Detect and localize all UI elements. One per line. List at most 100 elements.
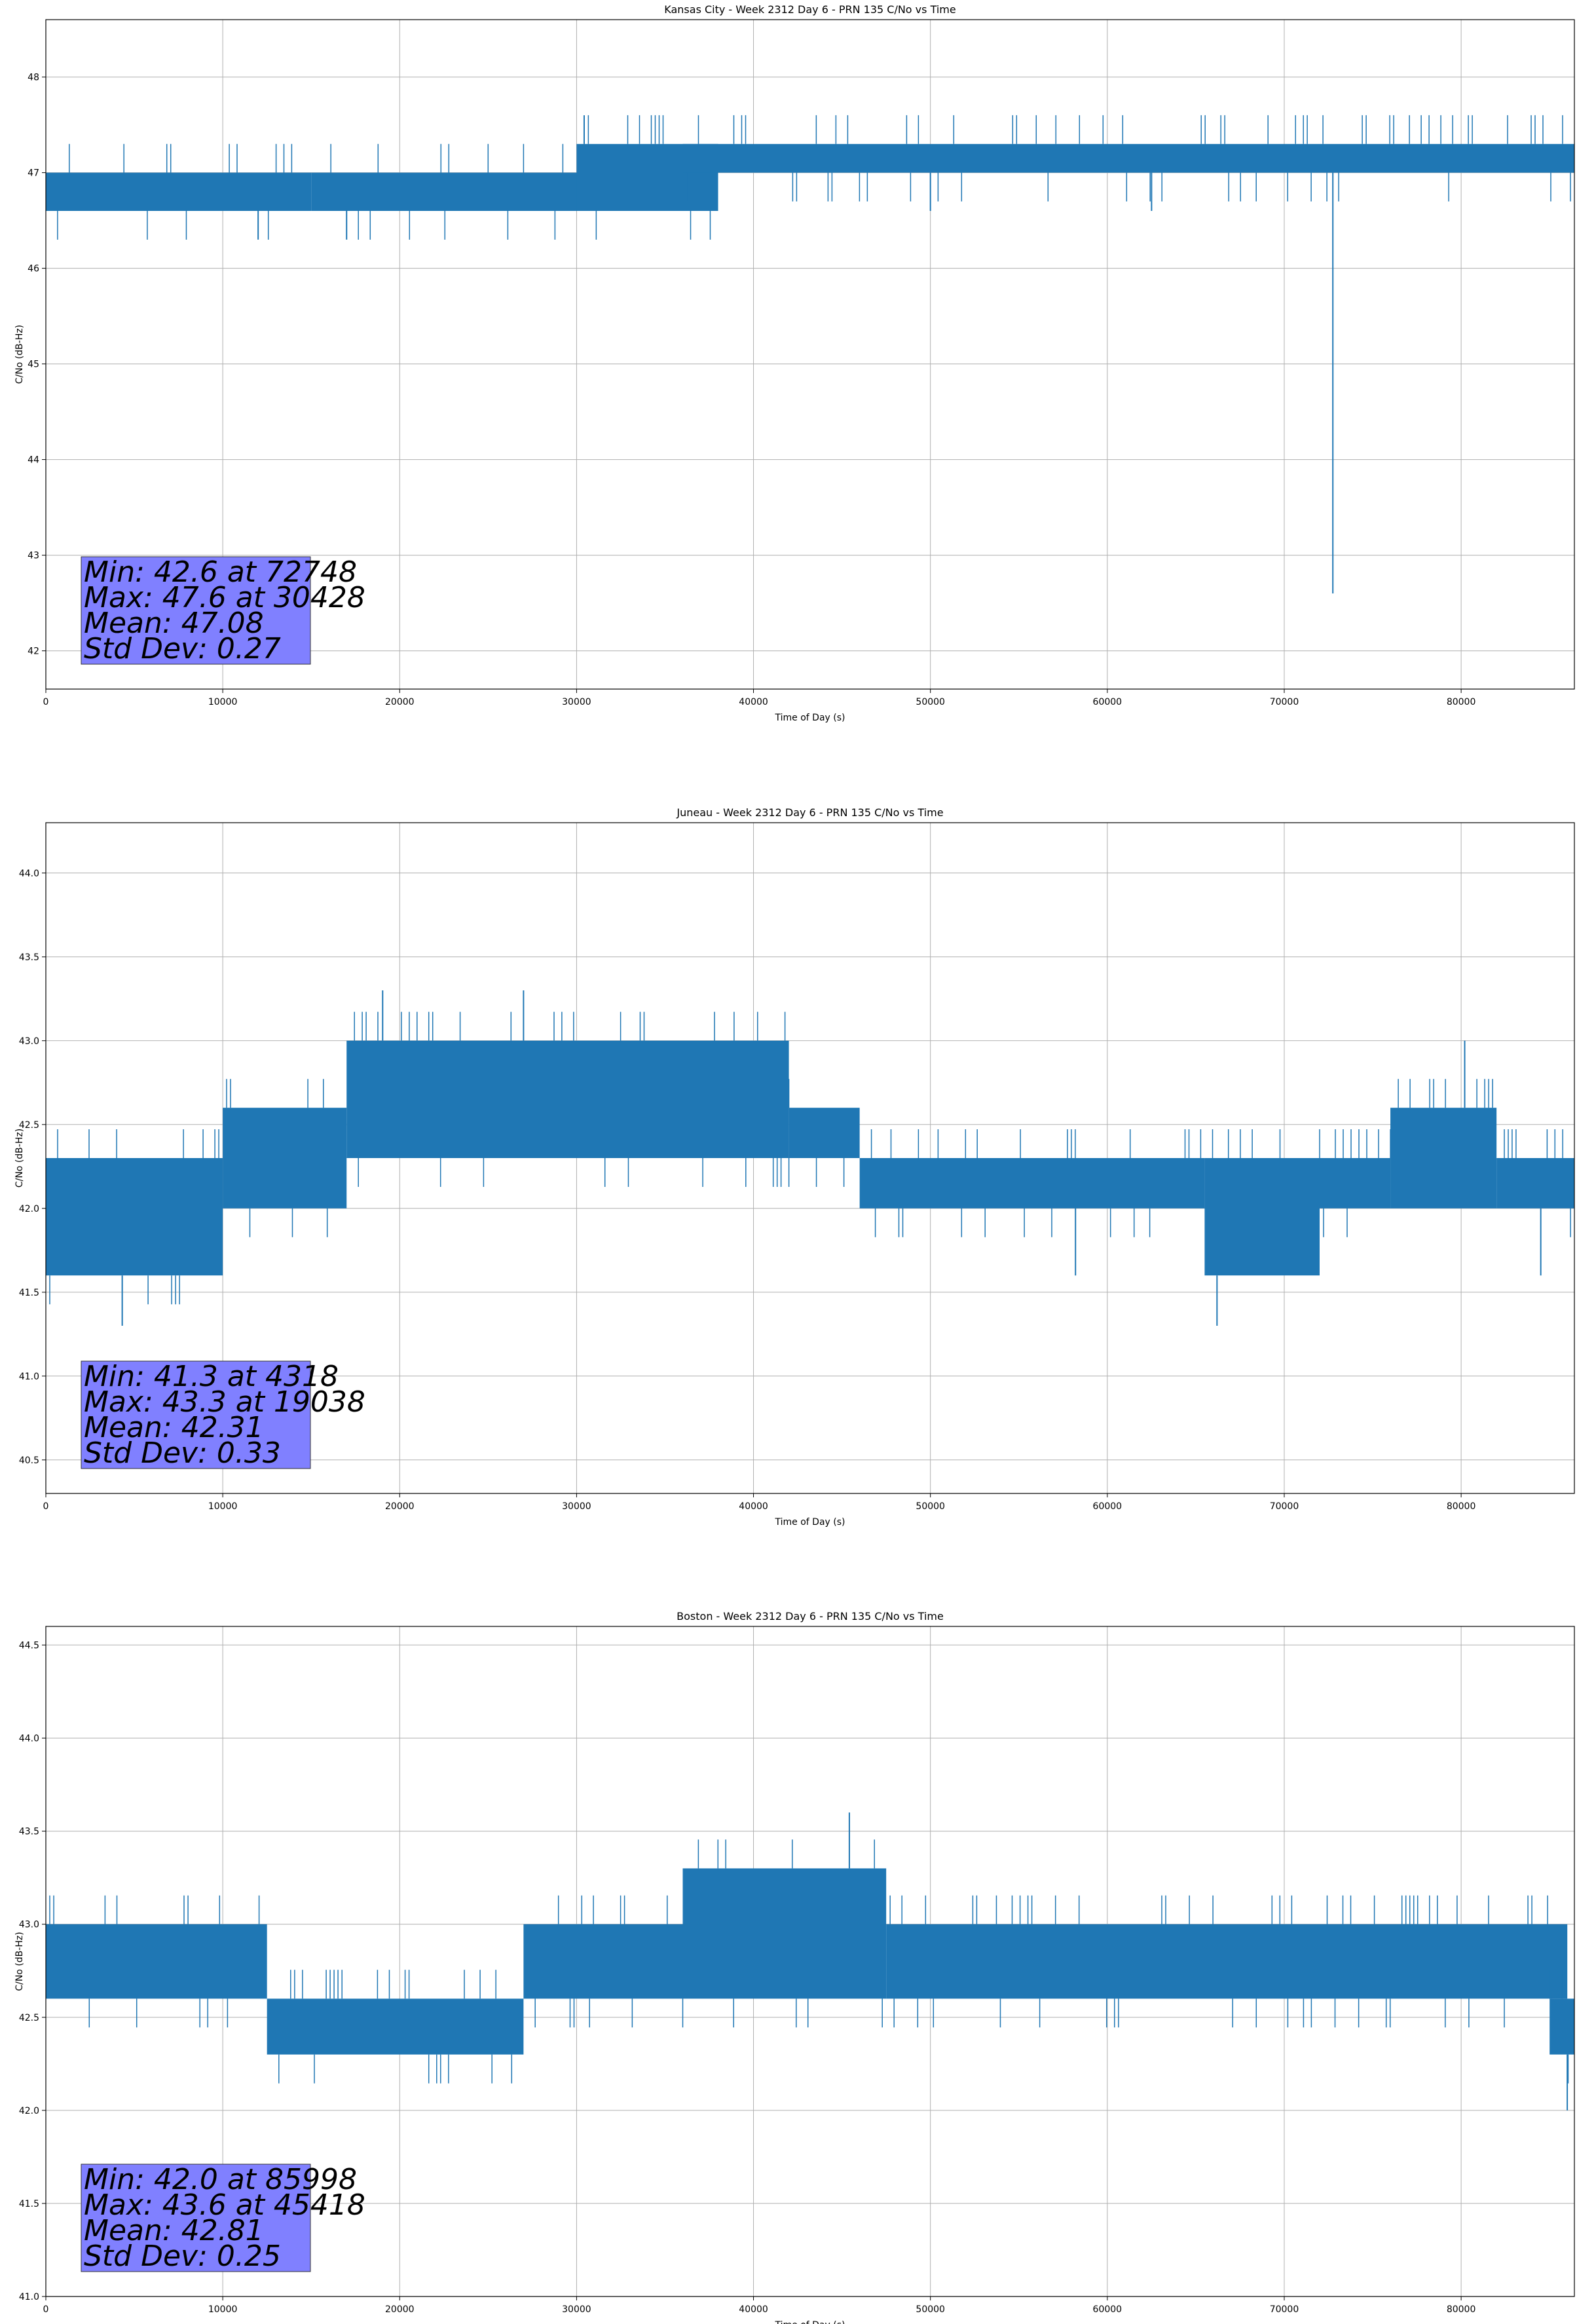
y-axis-label: C/No (dB-Hz) (14, 1129, 25, 1188)
x-axis-label: Time of Day (s) (775, 1517, 845, 1527)
axes-frame (45, 1626, 1575, 2297)
chart-juneau: 0 10000 20000 30000 40000 50000 60000 70000 8000… (14, 806, 1575, 1527)
stats-line: Mean: 42.81 (84, 2214, 264, 2247)
signal-flicker (870, 1129, 1202, 1237)
signal-flicker (49, 1129, 219, 1305)
y-tick-label: 42.0 (19, 1204, 39, 1214)
stats-line: Min: 41.3 at 4318 (84, 1360, 339, 1393)
stats-line: Std Dev: 0.27 (84, 632, 281, 665)
x-tick-label: 10000 (208, 2304, 238, 2315)
x-axis-label: Time of Day (s) (775, 713, 845, 723)
y-tick-label: 41.5 (19, 2199, 39, 2209)
y-tick-label: 43.0 (19, 1920, 39, 1930)
y-tick-label: 42.5 (19, 2013, 39, 2023)
chart-kansas-city: 0 10000 20000 30000 40000 50000 60000 70000 8000… (14, 3, 1575, 723)
y-tick-label: 43 (28, 551, 39, 561)
x-tick-label: 30000 (562, 2304, 591, 2315)
x-tick-label: 20000 (385, 697, 415, 707)
x-tick-label: 30000 (562, 1501, 591, 1512)
signal-flicker (49, 1895, 260, 2028)
signal-flicker (889, 1895, 1552, 2028)
chart-title: Juneau - Week 2312 Day 6 - PRN 135 C/No … (676, 806, 943, 819)
y-tick-label: 44.5 (19, 1640, 39, 1651)
y-tick-label: 44.0 (19, 869, 39, 879)
signal-band (682, 143, 1574, 173)
y-tick-label: 40.5 (19, 1455, 39, 1466)
x-tick-label: 30000 (562, 697, 591, 707)
signal-band (1204, 1158, 1320, 1276)
y-tick-label: 45 (28, 360, 39, 370)
x-tick-label: 10000 (208, 697, 238, 707)
x-tick-label: 80000 (1447, 1501, 1476, 1512)
signal-band (788, 1108, 860, 1158)
signal-flicker (330, 143, 564, 240)
x-tick-label: 40000 (739, 1501, 768, 1512)
x-tick-label: 80000 (1447, 2304, 1476, 2315)
x-tick-label: 0 (43, 697, 49, 707)
signal-band (267, 1998, 524, 2055)
signal-band (46, 1924, 267, 1999)
y-axis-label: C/No (dB-Hz) (14, 1932, 25, 1991)
signal-band (886, 1924, 1568, 1999)
signal-flicker (278, 1970, 513, 2084)
stats-line: Min: 42.6 at 72748 (84, 555, 357, 589)
signal-band (1390, 1108, 1497, 1209)
y-tick-label: 42 (28, 647, 39, 657)
cno-series (46, 1812, 1574, 2110)
signal-band (1496, 1158, 1574, 1209)
x-axis-label: Time of Day (s) (775, 2320, 845, 2324)
x-tick-label: 60000 (1093, 697, 1122, 707)
signal-band (46, 172, 312, 211)
y-tick-label: 44 (28, 455, 39, 466)
stats-line: Min: 42.0 at 85998 (84, 2163, 357, 2196)
signal-band (1320, 1158, 1391, 1209)
y-tick-label: 43.0 (19, 1036, 39, 1047)
stats-box-background (81, 556, 311, 665)
axes-frame (45, 19, 1575, 690)
chart-boston: 0 10000 20000 30000 40000 50000 60000 70000 8000… (14, 1610, 1575, 2324)
x-tick-label: 60000 (1093, 1501, 1122, 1512)
signal-band (311, 172, 595, 211)
signal-flicker (57, 143, 293, 240)
y-tick-label: 41.0 (19, 1372, 39, 1382)
signal-flicker (226, 1079, 328, 1237)
signal-band (859, 1158, 1205, 1209)
x-tick-label: 50000 (916, 1501, 945, 1512)
signal-flicker (354, 1011, 790, 1187)
signal-flicker (1549, 1970, 1569, 2084)
signal-band (346, 1040, 789, 1158)
signal-band (523, 1924, 683, 1999)
x-tick-label: 0 (43, 1501, 49, 1512)
signal-flicker (534, 1895, 668, 2028)
y-tick-label: 42.0 (19, 2106, 39, 2116)
y-tick-label: 47 (28, 168, 39, 179)
signal-flicker (1398, 1079, 1493, 1108)
stats-line: Mean: 42.31 (84, 1411, 264, 1444)
y-tick-label: 48 (28, 73, 39, 83)
stats-box-background (81, 1360, 311, 1469)
signal-band (46, 1158, 223, 1276)
x-tick-label: 70000 (1270, 1501, 1299, 1512)
signal-band (223, 1108, 347, 1209)
signal-flicker (788, 1079, 845, 1187)
y-tick-label: 41.0 (19, 2292, 39, 2302)
y-tick-label: 41.5 (19, 1288, 39, 1298)
cno-series (46, 115, 1574, 593)
y-tick-label: 43.5 (19, 952, 39, 963)
stats-line: Max: 43.6 at 45418 (84, 2188, 365, 2222)
stats-line: Max: 47.6 at 30428 (84, 581, 365, 614)
x-tick-label: 20000 (385, 2304, 415, 2315)
cno-series (46, 990, 1574, 1326)
stats-line: Std Dev: 0.25 (84, 2240, 281, 2273)
x-tick-label: 70000 (1270, 697, 1299, 707)
x-tick-label: 10000 (208, 1501, 238, 1512)
stats-line: Mean: 47.08 (84, 607, 264, 640)
x-tick-label: 40000 (739, 2304, 768, 2315)
chart-title: Kansas City - Week 2312 Day 6 - PRN 135 … (664, 3, 955, 16)
signal-flicker (682, 1839, 883, 2028)
y-axis-label: C/No (dB-Hz) (14, 325, 25, 384)
x-tick-label: 50000 (916, 697, 945, 707)
